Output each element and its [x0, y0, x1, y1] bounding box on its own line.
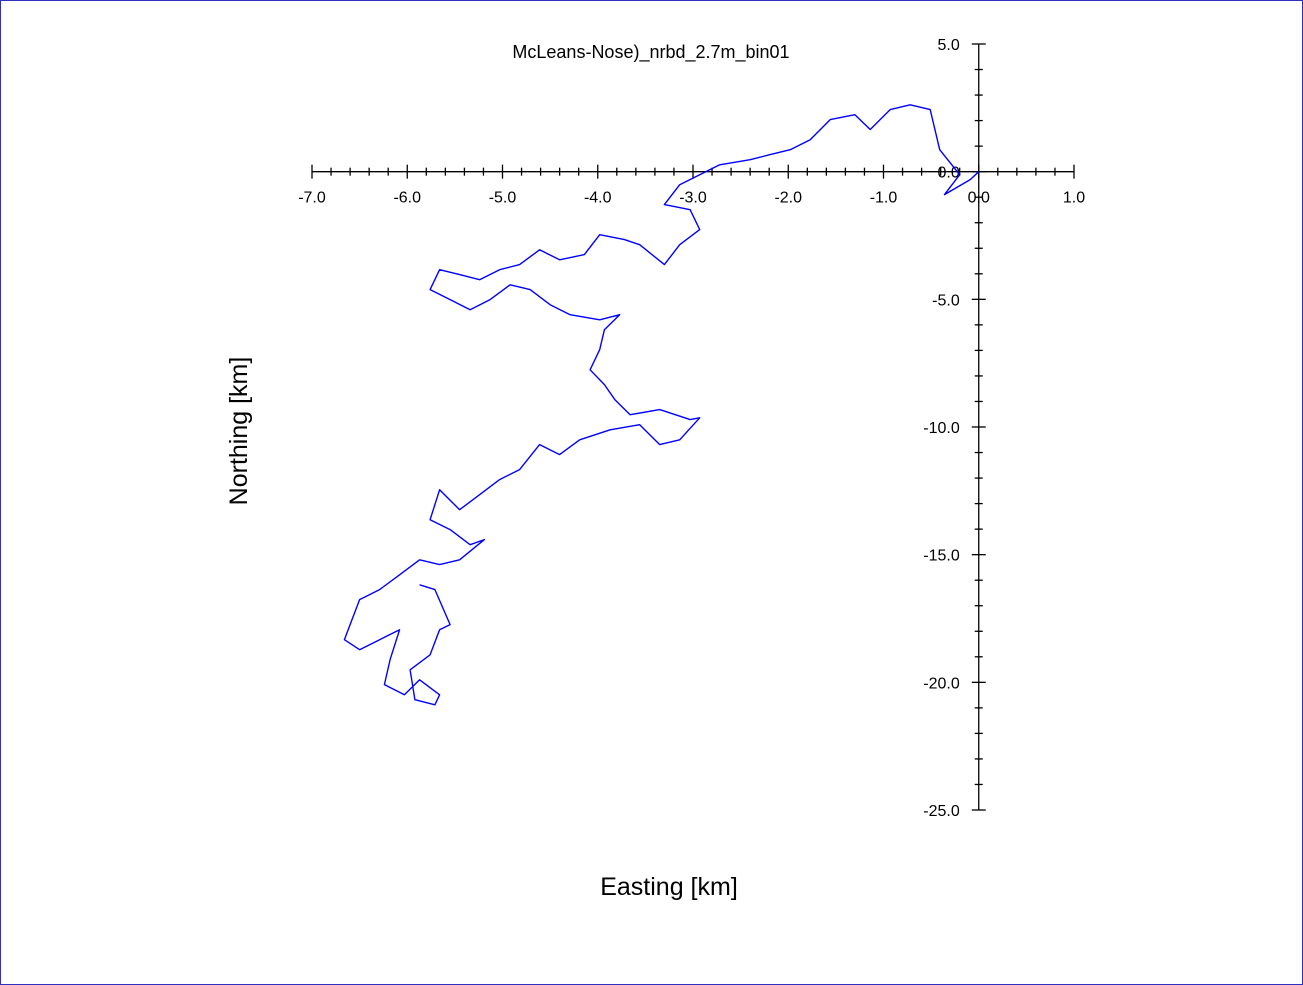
chart-title: McLeans-Nose)_nrbd_2.7m_bin01	[512, 42, 789, 63]
x-tick-label: -7.0	[298, 190, 326, 207]
y-axis-title: Northing [km]	[225, 357, 253, 506]
track-line	[343, 104, 980, 706]
x-tick-label: -3.0	[679, 190, 707, 207]
x-tick-label: -2.0	[774, 190, 802, 207]
y-tick-label: -20.0	[923, 675, 960, 692]
y-tick-label: -5.0	[932, 292, 960, 309]
x-tick-label: 0.0	[968, 190, 990, 207]
x-tick-label: 1.0	[1063, 190, 1085, 207]
x-axis-title: Easting [km]	[600, 873, 738, 901]
x-tick-label: -4.0	[584, 190, 612, 207]
x-tick-label: -1.0	[870, 190, 898, 207]
y-tick-label: -10.0	[923, 420, 960, 437]
x-tick-label: -5.0	[489, 190, 517, 207]
y-tick-label: -25.0	[923, 803, 960, 820]
x-tick-label: -6.0	[393, 190, 421, 207]
y-tick-label: 5.0	[938, 37, 960, 54]
y-tick-label: -15.0	[923, 548, 960, 565]
